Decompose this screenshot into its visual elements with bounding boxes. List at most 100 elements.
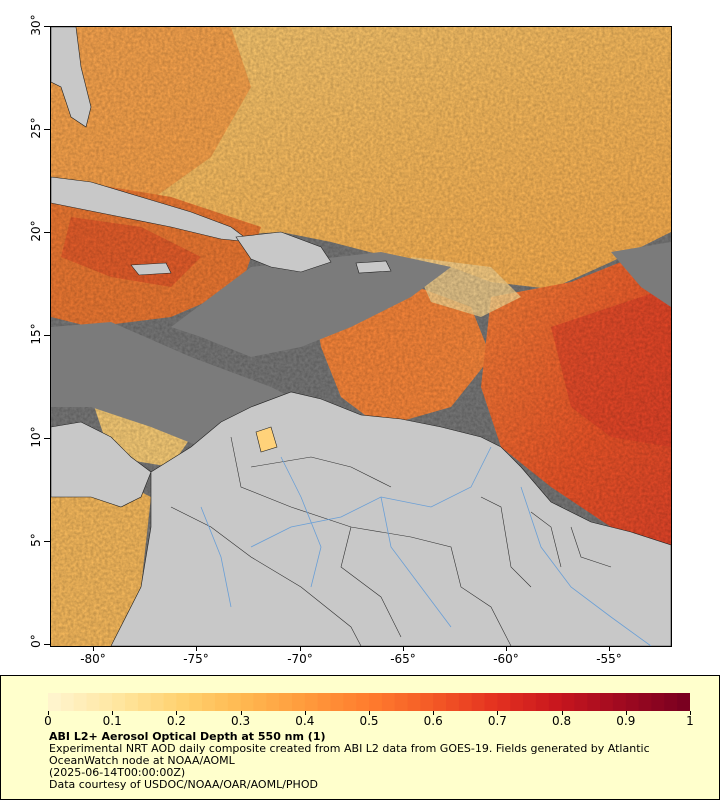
color-scale-segment — [677, 693, 690, 711]
color-scale-tick — [561, 711, 563, 715]
color-scale-segment — [150, 693, 165, 711]
land-areas — [51, 27, 671, 646]
color-scale-label: 0.2 — [166, 714, 186, 728]
legend-date: (2025-06-14T00:00:00Z) — [49, 766, 186, 779]
lon-tick — [196, 646, 197, 651]
color-scale-segment — [535, 693, 550, 711]
color-scale-segment — [48, 693, 62, 711]
lon-tick — [300, 646, 301, 651]
color-scale-tick — [48, 711, 49, 715]
lon-tick — [506, 646, 507, 651]
color-scale-segment — [638, 693, 652, 711]
color-scale-segment — [317, 693, 331, 711]
color-scale-segment — [612, 693, 627, 711]
color-scale-label: 0.3 — [231, 714, 251, 728]
color-scale-segment — [176, 693, 190, 711]
legend-description: Experimental NRT AOD daily composite cre… — [49, 742, 650, 767]
color-scale-segment — [343, 693, 357, 711]
color-scale-segment — [227, 693, 242, 711]
color-scale-label: 0.7 — [487, 714, 507, 728]
color-scale-segment — [266, 693, 280, 711]
color-scale-segment — [407, 693, 421, 711]
lon-tick — [93, 646, 94, 651]
legend-title: ABI L2+ Aerosol Optical Depth at 550 nm … — [49, 730, 326, 743]
color-scale-bar — [48, 693, 690, 711]
color-scale-segment — [330, 693, 344, 711]
color-scale-segment — [664, 693, 678, 711]
aod-map[interactable] — [50, 26, 672, 647]
country-borders — [170, 436, 612, 646]
lat-tick — [44, 644, 50, 645]
color-scale-segment — [279, 693, 293, 711]
color-scale-segment — [291, 693, 306, 711]
color-scale-tick — [690, 711, 691, 715]
color-scale-segment — [86, 693, 100, 711]
color-scale-segment — [137, 693, 152, 711]
color-scale-segment — [369, 693, 383, 711]
color-scale-tick — [176, 711, 178, 715]
color-scale-segment — [548, 693, 563, 711]
legend-panel: ABI L2+ Aerosol Optical Depth at 550 nm … — [0, 675, 720, 800]
color-scale-tick — [497, 711, 499, 715]
color-scale-segment — [356, 693, 370, 711]
rivers — [200, 446, 652, 646]
legend-credit: Data courtesy of USDOC/NOAA/OAR/AOML/PHO… — [49, 778, 318, 791]
lat-label: 5° — [29, 533, 43, 547]
color-scale-label: 0.8 — [552, 714, 572, 728]
color-scale-tick — [304, 711, 306, 715]
lat-tick — [44, 541, 50, 542]
color-scale-segment — [484, 693, 498, 711]
lat-tick — [44, 438, 50, 439]
lat-tick — [44, 335, 50, 336]
color-scale-segment — [214, 693, 229, 711]
color-scale-tick — [112, 711, 114, 715]
color-scale-segment — [112, 693, 126, 711]
lon-label: -70° — [287, 652, 313, 666]
color-scale-segment — [458, 693, 473, 711]
color-scale-label: 0.4 — [295, 714, 315, 728]
color-scale-segment — [625, 693, 640, 711]
color-scale-segment — [60, 693, 75, 711]
lat-label: 10° — [29, 426, 43, 448]
color-scale-segment — [189, 693, 203, 711]
lat-label: 0° — [29, 634, 43, 648]
lat-tick — [44, 26, 50, 27]
color-scale-segment — [381, 693, 396, 711]
lon-label: -75° — [183, 652, 209, 666]
color-scale-segment — [125, 693, 139, 711]
lat-label: 25° — [29, 117, 43, 139]
color-scale-segment — [202, 693, 216, 711]
color-scale-label: 0.5 — [359, 714, 379, 728]
lat-tick — [44, 232, 50, 233]
color-scale-tick — [433, 711, 435, 715]
color-scale-segment — [420, 693, 434, 711]
color-scale-segment — [446, 693, 460, 711]
color-scale-label: 0.1 — [102, 714, 122, 728]
color-scale-label: 0.9 — [616, 714, 636, 728]
color-scale-segment — [497, 693, 511, 711]
color-scale-segment — [651, 693, 665, 711]
color-scale-segment — [163, 693, 177, 711]
color-scale-segment — [471, 693, 486, 711]
color-scale-tick — [625, 711, 627, 715]
color-scale-segment — [394, 693, 409, 711]
color-scale-segment — [433, 693, 447, 711]
lat-label: 30° — [29, 14, 43, 36]
lat-label: 15° — [29, 323, 43, 345]
lon-label: -55° — [596, 652, 622, 666]
color-scale-segment — [99, 693, 113, 711]
lat-label: 20° — [29, 220, 43, 242]
lon-label: -65° — [390, 652, 416, 666]
color-scale-tick — [369, 711, 370, 715]
color-scale-segment — [561, 693, 575, 711]
color-scale-segment — [240, 693, 254, 711]
color-scale-segment — [523, 693, 537, 711]
color-scale-segment — [304, 693, 319, 711]
color-scale-segment — [510, 693, 524, 711]
lat-tick — [44, 129, 50, 130]
color-scale-segment — [73, 693, 88, 711]
lon-label: -80° — [80, 652, 106, 666]
legend-text: ABI L2+ Aerosol Optical Depth at 550 nm … — [49, 731, 699, 791]
color-scale-segment — [587, 693, 601, 711]
map-canvas — [51, 27, 671, 646]
